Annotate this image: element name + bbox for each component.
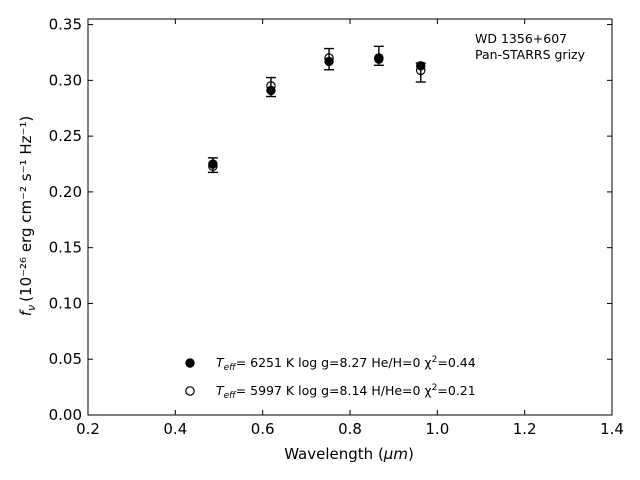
x-axis-label: Wavelength (μm) — [284, 445, 414, 463]
data-marks — [207, 45, 426, 174]
legend-label-1: Teff= 6251 K log g=8.27 He/H=0 χ2=0.44 — [216, 355, 476, 373]
legend-marker-filled — [185, 358, 195, 368]
x-tick-label: 0.6 — [251, 420, 275, 438]
legend-marker-open — [185, 386, 195, 396]
y-tick-label: 0.25 — [49, 127, 82, 145]
model-point-open — [324, 53, 334, 63]
y-tick-label: 0.30 — [49, 71, 82, 89]
model-point-open — [208, 161, 218, 172]
y-tick-label: 0.20 — [49, 183, 82, 201]
y-tick-label: 0.05 — [49, 350, 82, 368]
annotation-subtitle: Pan-STARRS grizy — [475, 47, 586, 62]
y-axis: 0.00 0.05 0.10 0.15 0.20 0.25 0.30 0.35 — [49, 16, 612, 424]
model-point-open — [374, 53, 384, 63]
y-tick-label: 0.00 — [49, 406, 82, 424]
x-tick-label: 1.4 — [600, 420, 624, 438]
y-tick-label: 0.10 — [49, 294, 82, 312]
x-tick-label: 0.8 — [338, 420, 362, 438]
x-tick-label: 0.4 — [163, 420, 187, 438]
x-tick-label: 1.2 — [513, 420, 537, 438]
legend-label-2: Teff= 5997 K log g=8.14 H/He=0 χ2=0.21 — [216, 383, 476, 401]
annotation-title: WD 1356+607 — [475, 31, 567, 46]
model-point-filled — [324, 56, 334, 67]
model-point-open — [415, 65, 426, 76]
y-tick-label: 0.15 — [49, 239, 82, 257]
x-tick-label: 1.0 — [425, 420, 449, 438]
model-point-open — [266, 81, 276, 91]
y-axis-label: fν(10⁻²⁶ erg cm⁻² s⁻¹ Hz⁻¹) — [17, 116, 38, 317]
x-axis: 0.2 0.4 0.6 0.8 1.0 1.2 1.4 — [76, 19, 624, 438]
x-tick-label: 0.2 — [76, 420, 100, 438]
legend: Teff= 6251 K log g=8.27 He/H=0 χ2=0.44 T… — [185, 355, 476, 401]
y-tick-label: 0.35 — [49, 16, 82, 34]
